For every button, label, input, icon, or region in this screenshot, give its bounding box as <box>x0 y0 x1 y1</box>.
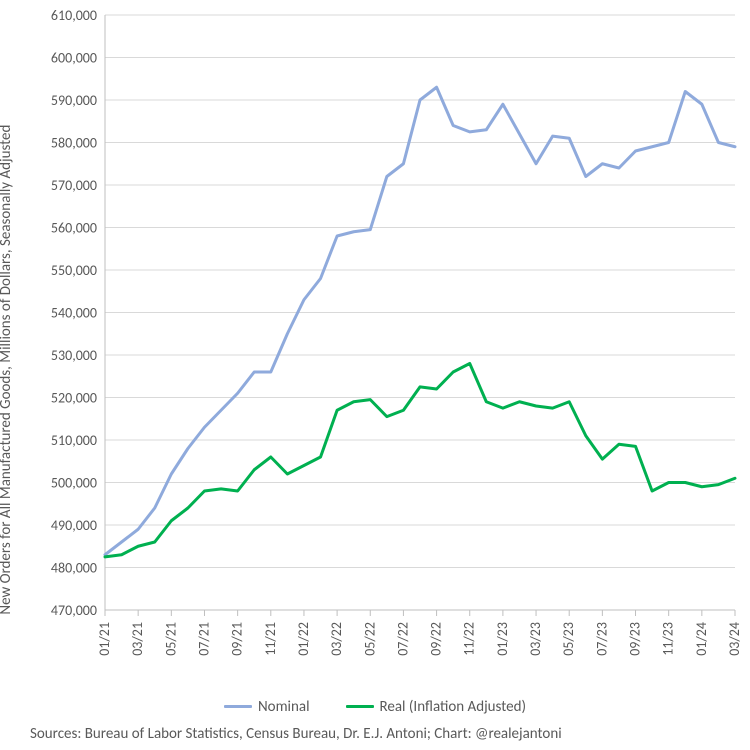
legend: Nominal Real (Inflation Adjusted) <box>0 695 750 716</box>
svg-text:600,000: 600,000 <box>51 50 97 67</box>
legend-swatch <box>224 705 252 708</box>
sources-text: Sources: Bureau of Labor Statistics, Cen… <box>30 725 562 743</box>
svg-text:03/22: 03/22 <box>328 622 345 656</box>
svg-text:580,000: 580,000 <box>51 135 97 152</box>
legend-item: Real (Inflation Adjusted) <box>346 698 527 716</box>
svg-text:480,000: 480,000 <box>51 560 97 577</box>
svg-text:590,000: 590,000 <box>51 92 97 109</box>
svg-text:01/22: 01/22 <box>295 622 312 656</box>
svg-text:09/23: 09/23 <box>627 622 644 656</box>
legend-swatch <box>346 705 374 708</box>
legend-item: Nominal <box>224 698 310 716</box>
svg-text:03/23: 03/23 <box>527 622 544 656</box>
legend-label: Real (Inflation Adjusted) <box>380 698 527 716</box>
svg-text:05/23: 05/23 <box>560 622 577 656</box>
legend-label: Nominal <box>258 698 310 716</box>
svg-text:570,000: 570,000 <box>51 177 97 194</box>
svg-text:07/22: 07/22 <box>394 622 411 656</box>
y-axis-title: New Orders for All Manufactured Goods, M… <box>0 70 15 670</box>
svg-text:610,000: 610,000 <box>51 7 97 24</box>
svg-text:540,000: 540,000 <box>51 305 97 322</box>
svg-text:500,000: 500,000 <box>51 475 97 492</box>
svg-text:05/21: 05/21 <box>162 622 179 656</box>
svg-text:11/23: 11/23 <box>660 622 677 656</box>
svg-text:01/24: 01/24 <box>693 622 710 656</box>
svg-text:09/21: 09/21 <box>229 622 246 656</box>
svg-text:07/23: 07/23 <box>593 622 610 656</box>
svg-text:03/21: 03/21 <box>129 622 146 656</box>
svg-text:530,000: 530,000 <box>51 347 97 364</box>
svg-text:01/21: 01/21 <box>96 622 113 656</box>
svg-text:520,000: 520,000 <box>51 390 97 407</box>
svg-text:05/22: 05/22 <box>361 622 378 656</box>
svg-text:03/24: 03/24 <box>726 622 743 656</box>
chart-container: New Orders for All Manufactured Goods, M… <box>0 0 750 750</box>
line-chart: 470,000 480,000 490,000 500,000 510,000 520,0… <box>0 0 750 750</box>
svg-text:07/21: 07/21 <box>195 622 212 656</box>
svg-text:560,000: 560,000 <box>51 220 97 237</box>
svg-text:09/22: 09/22 <box>428 622 445 656</box>
svg-text:11/22: 11/22 <box>461 622 478 656</box>
svg-text:01/23: 01/23 <box>494 622 511 656</box>
svg-text:470,000: 470,000 <box>51 602 97 619</box>
svg-text:550,000: 550,000 <box>51 262 97 279</box>
svg-text:11/21: 11/21 <box>262 622 279 656</box>
svg-text:490,000: 490,000 <box>51 517 97 534</box>
svg-text:510,000: 510,000 <box>51 432 97 449</box>
